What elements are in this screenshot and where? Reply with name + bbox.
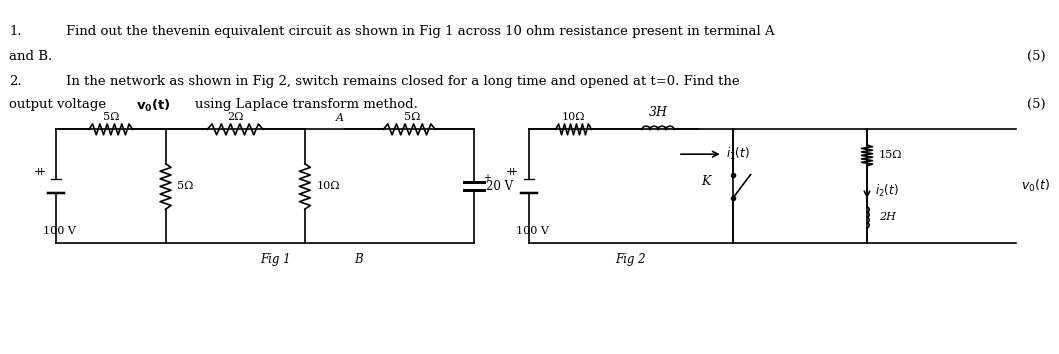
Text: B: B	[355, 253, 363, 267]
Text: 10Ω: 10Ω	[317, 182, 340, 192]
Text: using Laplace transform method.: using Laplace transform method.	[196, 98, 418, 111]
Text: 2H: 2H	[879, 212, 896, 222]
Text: 15Ω: 15Ω	[879, 150, 902, 160]
Text: $v_0(t)$: $v_0(t)$	[1021, 178, 1051, 194]
Text: 5Ω: 5Ω	[403, 113, 420, 122]
Text: K: K	[701, 175, 711, 188]
Text: A: A	[336, 113, 344, 124]
Text: 5Ω: 5Ω	[103, 113, 119, 122]
Text: 2Ω: 2Ω	[227, 113, 244, 122]
Text: Fig 2: Fig 2	[615, 253, 646, 267]
Text: (5): (5)	[1027, 98, 1046, 111]
Text: Fig 1: Fig 1	[261, 253, 291, 267]
Text: +: +	[483, 173, 491, 183]
Text: 5Ω: 5Ω	[178, 182, 194, 192]
Text: and B.: and B.	[10, 50, 53, 63]
Text: Find out the thevenin equivalent circuit as shown in Fig 1 across 10 ohm resista: Find out the thevenin equivalent circuit…	[66, 25, 775, 38]
Text: 100 V: 100 V	[43, 225, 76, 235]
Text: +: +	[34, 166, 43, 177]
Text: 100 V: 100 V	[516, 225, 549, 235]
Text: +: +	[509, 166, 519, 177]
Text: 20 V: 20 V	[486, 180, 513, 193]
Text: $i_1(t)$: $i_1(t)$	[725, 146, 750, 162]
Text: $i_2(t)$: $i_2(t)$	[875, 183, 899, 199]
Text: output voltage: output voltage	[10, 98, 111, 111]
Text: +: +	[36, 166, 46, 177]
Text: 3H: 3H	[648, 107, 667, 119]
Text: +: +	[506, 166, 516, 177]
Text: In the network as shown in Fig 2, switch remains closed for a long time and open: In the network as shown in Fig 2, switch…	[66, 75, 739, 88]
Text: 1.: 1.	[10, 25, 22, 38]
Text: 10Ω: 10Ω	[561, 113, 586, 122]
Text: 2.: 2.	[10, 75, 22, 88]
Text: $\mathbf{v_0(t)}$: $\mathbf{v_0(t)}$	[136, 98, 170, 114]
Text: (5): (5)	[1027, 50, 1046, 63]
